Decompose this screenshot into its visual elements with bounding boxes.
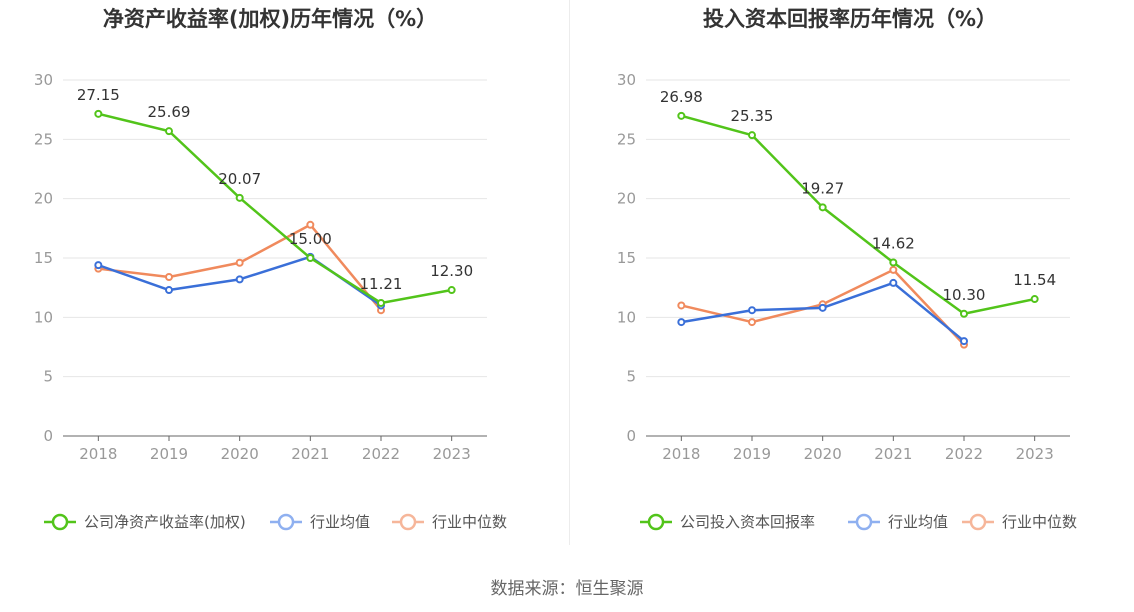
data-point-industry_median xyxy=(677,301,686,310)
y-tick-label: 20 xyxy=(34,190,53,208)
data-label: 11.21 xyxy=(360,275,403,293)
data-point-company xyxy=(748,131,756,140)
legend-marker-industry_median xyxy=(969,513,987,531)
data-label: 15.00 xyxy=(289,230,332,248)
data-point-industry_avg xyxy=(960,337,968,346)
data-point-company xyxy=(377,298,385,307)
legend-marker-industry_median xyxy=(399,513,417,531)
legend-label: 行业均值 xyxy=(888,513,948,531)
data-point-industry_avg xyxy=(818,303,827,312)
data-point-company xyxy=(447,286,456,295)
data-point-company xyxy=(1030,295,1039,304)
legend-marker-industry_avg xyxy=(855,513,873,531)
data-source-note: 数据来源：恒生聚源 xyxy=(490,579,644,599)
data-point-industry_avg xyxy=(677,318,686,327)
data-point-industry_median xyxy=(889,265,898,274)
y-tick-label: 0 xyxy=(43,427,53,445)
y-tick-label: 30 xyxy=(34,71,53,89)
series-line-company xyxy=(98,112,452,305)
x-tick-label: 2021 xyxy=(874,445,912,463)
data-label: 12.30 xyxy=(430,262,473,280)
data-point-industry_median xyxy=(235,258,244,267)
data-point-company xyxy=(235,193,244,202)
series-line-industry_median xyxy=(98,223,382,312)
x-tick-label: 2020 xyxy=(221,445,259,463)
data-point-industry_median xyxy=(306,220,315,229)
data-point-company xyxy=(94,109,103,118)
data-point-industry_avg xyxy=(889,278,898,287)
data-label: 26.98 xyxy=(660,88,703,106)
data-point-industry_median xyxy=(165,272,173,281)
data-point-company xyxy=(818,203,827,212)
x-tick-label: 2023 xyxy=(433,445,471,463)
data-point-company xyxy=(677,111,686,120)
data-point-company xyxy=(960,309,968,318)
x-tick-label: 2018 xyxy=(79,445,117,463)
y-tick-label: 25 xyxy=(617,130,636,148)
data-point-company xyxy=(165,127,173,136)
x-tick-label: 2018 xyxy=(662,445,700,463)
y-tick-label: 5 xyxy=(626,368,636,386)
legend-label: 行业均值 xyxy=(310,513,370,531)
panel-divider xyxy=(569,0,570,545)
legend-label: 公司投入资本回报率 xyxy=(680,513,815,531)
x-tick-label: 2019 xyxy=(733,445,771,463)
data-label: 27.15 xyxy=(77,86,120,104)
data-point-company xyxy=(889,258,898,267)
x-tick-label: 2021 xyxy=(291,445,329,463)
data-label: 11.54 xyxy=(1013,271,1056,289)
x-tick-label: 2022 xyxy=(945,445,983,463)
x-tick-label: 2019 xyxy=(150,445,188,463)
series-line-industry_avg xyxy=(681,281,965,343)
legend-label: 公司净资产收益率(加权) xyxy=(84,513,246,531)
y-tick-label: 0 xyxy=(626,427,636,445)
data-label: 19.27 xyxy=(801,179,844,197)
chart-title: 投入资本回报率历年情况（%） xyxy=(703,7,997,31)
data-point-industry_avg xyxy=(165,286,173,295)
legend-marker-company xyxy=(647,513,665,531)
x-tick-label: 2023 xyxy=(1016,445,1054,463)
y-tick-label: 30 xyxy=(617,71,636,89)
legend-marker-industry_avg xyxy=(277,513,295,531)
y-tick-label: 10 xyxy=(617,308,636,326)
y-tick-label: 20 xyxy=(617,190,636,208)
data-label: 20.07 xyxy=(218,170,261,188)
data-point-industry_avg xyxy=(94,261,103,270)
data-point-industry_median xyxy=(748,318,756,327)
chart-title: 净资产收益率(加权)历年情况（%） xyxy=(103,7,437,31)
data-point-industry_avg xyxy=(748,306,756,315)
data-point-industry_avg xyxy=(235,275,244,284)
data-point-company xyxy=(306,254,315,262)
y-tick-label: 15 xyxy=(617,249,636,267)
data-label: 10.30 xyxy=(943,286,986,304)
series-line-company xyxy=(681,114,1035,316)
x-tick-label: 2022 xyxy=(362,445,400,463)
legend-label: 行业中位数 xyxy=(432,513,507,531)
legend-marker-company xyxy=(51,513,69,531)
data-label: 25.69 xyxy=(148,103,191,121)
y-tick-label: 5 xyxy=(43,368,53,386)
data-label: 14.62 xyxy=(872,235,915,253)
legend-label: 行业中位数 xyxy=(1002,513,1077,531)
data-label: 25.35 xyxy=(731,107,774,125)
y-tick-label: 15 xyxy=(34,249,53,267)
x-tick-label: 2020 xyxy=(804,445,842,463)
y-tick-label: 25 xyxy=(34,130,53,148)
y-tick-label: 10 xyxy=(34,308,53,326)
